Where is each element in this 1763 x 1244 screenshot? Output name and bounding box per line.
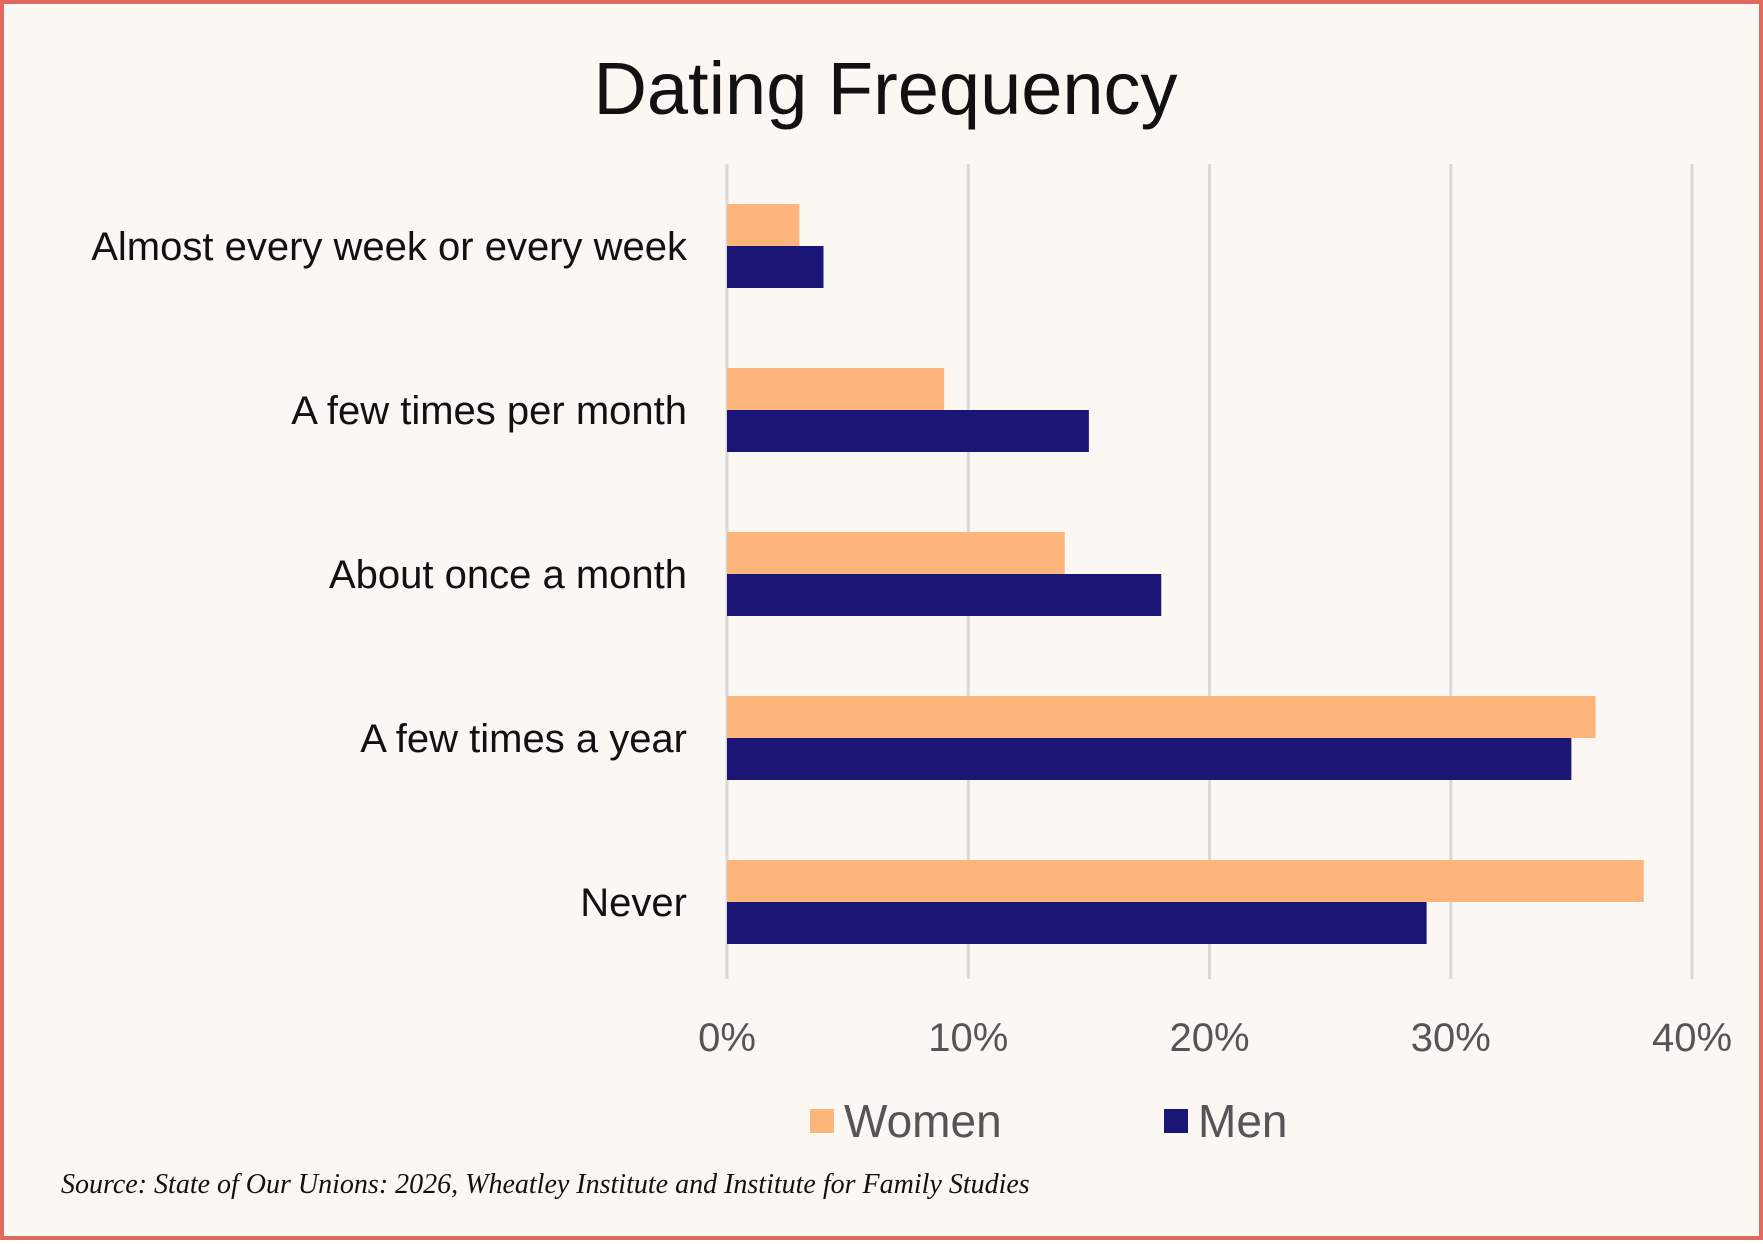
legend-label-men: Men bbox=[1198, 1095, 1288, 1147]
legend-swatch-women bbox=[810, 1109, 834, 1133]
x-tick-label: 40% bbox=[1652, 1016, 1732, 1060]
legend-item-women: Women bbox=[810, 1094, 1002, 1148]
bar-men bbox=[727, 410, 1089, 452]
x-tick-label: 10% bbox=[928, 1016, 1008, 1060]
x-tick-label: 20% bbox=[1169, 1016, 1249, 1060]
x-tick-label: 0% bbox=[698, 1016, 756, 1060]
chart-plot: 0% 10% 20% 30% 40% Almost every week or every… bbox=[91, 164, 1732, 1060]
legend-item-men: Men bbox=[1164, 1094, 1287, 1148]
bar-men bbox=[727, 574, 1162, 616]
category-label: Almost every week or every week bbox=[91, 225, 688, 269]
bar-men bbox=[727, 246, 824, 288]
source-note: Source: State of Our Unions: 2026, Wheat… bbox=[61, 1169, 1030, 1200]
category-label: Never bbox=[580, 881, 687, 925]
bar-men bbox=[727, 902, 1427, 944]
category-label: About once a month bbox=[329, 553, 687, 597]
chart-legend: Women Men bbox=[4, 1094, 1763, 1154]
legend-label-women: Women bbox=[844, 1095, 1002, 1147]
bar-women bbox=[727, 204, 800, 246]
x-tick-label: 30% bbox=[1411, 1016, 1491, 1060]
bar-men bbox=[727, 738, 1572, 780]
category-label: A few times a year bbox=[360, 717, 687, 761]
bar-women bbox=[727, 532, 1065, 574]
bar-women bbox=[727, 860, 1644, 902]
bar-women bbox=[727, 368, 945, 410]
bar-women bbox=[727, 696, 1596, 738]
legend-swatch-men bbox=[1164, 1109, 1188, 1133]
chart-title: Dating Frequency bbox=[593, 47, 1178, 130]
category-label: A few times per month bbox=[291, 389, 687, 433]
